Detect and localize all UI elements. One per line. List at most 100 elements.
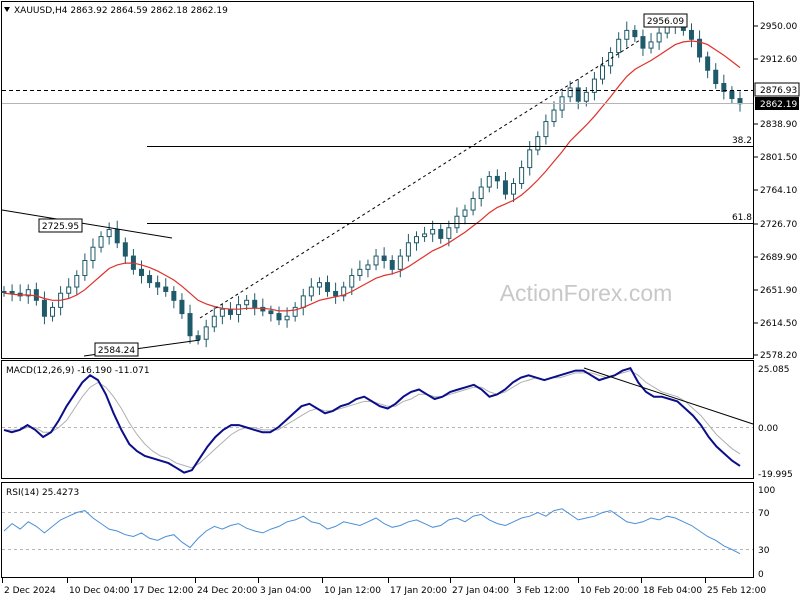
x-tick-label: 10 Jan 12:00 [324, 586, 381, 596]
x-tick-label: 10 Dec 04:00 [69, 586, 130, 596]
candle-body [155, 282, 161, 288]
candle-body [697, 38, 703, 58]
candle-body [527, 149, 533, 169]
candle-body [211, 315, 217, 328]
x-tick-label: 27 Jan 04:00 [452, 586, 509, 596]
ytick-2912: 2912.60 [754, 55, 797, 65]
annotation-2725: 2725.95 [42, 222, 79, 232]
x-tick-label: 25 Feb 12:00 [707, 586, 766, 596]
watermark: ActionForex.com [500, 280, 673, 306]
candle-body [567, 87, 573, 98]
candle-body [446, 227, 452, 239]
candle-body [688, 29, 694, 40]
rsi-ytick-label: 30 [758, 546, 770, 556]
annotation-high: 2956.09 [647, 17, 684, 27]
macd-signal-polyline [4, 370, 741, 469]
ma-polyline [3, 40, 741, 312]
ytick-label: 2578.20 [760, 351, 797, 361]
candle-body [268, 310, 274, 315]
candle-body [413, 236, 419, 244]
candle-body [316, 282, 322, 288]
fib-label-61: 61.8 [732, 213, 752, 223]
ytick-label: 2838.90 [760, 120, 797, 130]
price-candles [1, 15, 743, 348]
annotation-2725-box [38, 218, 83, 233]
x-tick-label: 18 Feb 04:00 [643, 586, 702, 596]
macd-ytick-label: 25.085 [758, 365, 790, 375]
price-lines [1, 39, 753, 357]
macd-panel-frame [1, 360, 754, 479]
macd-title: MACD(12,26,9) -16.190 -11.071 [6, 366, 150, 376]
candle-body [438, 229, 444, 239]
candle-body [325, 282, 331, 292]
candle-body [535, 136, 541, 151]
trendline-channel-dashed [199, 39, 641, 319]
candle-body [244, 299, 250, 306]
trendline-upper-left [1, 209, 173, 239]
candle-body [519, 167, 525, 185]
rsi-ytick-label: 100 [758, 486, 775, 496]
candle-body [430, 229, 436, 235]
candle-body [422, 233, 428, 238]
ytick-label: 2950.00 [760, 22, 797, 32]
ytick-label: 2651.90 [760, 286, 797, 296]
rsi-title: RSI(14) 25.4273 [6, 488, 79, 498]
annotation-low: 2584.24 [98, 346, 135, 356]
collapse-arrow-icon[interactable] [4, 7, 10, 12]
candle-body [737, 98, 743, 105]
candle-body [25, 289, 31, 297]
ytick-label: 2726.70 [760, 220, 797, 230]
candle-body [252, 299, 258, 308]
macd-trendline [583, 367, 754, 425]
candle-body [705, 56, 711, 71]
candle-body [373, 255, 379, 266]
candle-body [405, 242, 411, 257]
ytick-2801: 2801.50 [754, 153, 797, 163]
candle-body [98, 236, 104, 248]
x-tick-label: 3 Feb 12:00 [516, 586, 570, 596]
ytick-label: 2876.93 [760, 86, 797, 96]
macd-ytick-label: 0.00 [758, 424, 778, 434]
x-axis: 2 Dec 2024 10 Dec 04:00 17 Dec 12:00 24 Dec… [2, 578, 766, 596]
candle-body [308, 286, 314, 297]
ytick-current-label: 2862.19 [755, 97, 799, 110]
candle-body [284, 315, 290, 321]
fib-label-38: 38.2 [732, 136, 752, 146]
ytick-label: 2689.90 [760, 253, 797, 263]
x-tick-label: 24 Dec 20:00 [197, 586, 258, 596]
candle-body [333, 290, 339, 297]
candle-body [163, 286, 169, 292]
candle-body [219, 308, 225, 317]
candle-body [494, 175, 500, 182]
macd-ytick-label: -19.995 [758, 470, 793, 480]
candle-body [462, 209, 468, 217]
candle-body [74, 275, 80, 288]
candle-body [389, 259, 395, 270]
candle-body [608, 52, 614, 67]
ytick-label: 2801.50 [760, 153, 797, 163]
ytick-label: 2764.10 [760, 186, 797, 196]
ytick-label: 2912.60 [760, 55, 797, 65]
candle-body [713, 69, 719, 85]
candle-body [187, 313, 193, 337]
price-title: XAUUSD,H4 2863.92 2864.59 2862.18 2862.1… [14, 6, 228, 16]
ytick-2764: 2764.10 [754, 186, 797, 196]
candle-body [583, 91, 589, 102]
ytick-2876-label: 2876.93 [754, 82, 800, 97]
candle-body [543, 121, 549, 138]
candle-body [616, 38, 622, 54]
candle-body [632, 29, 638, 38]
candle-body [502, 180, 508, 195]
ytick-2614: 2614.50 [754, 319, 797, 329]
candle-body [203, 326, 209, 340]
ytick-2689: 2689.90 [754, 253, 797, 263]
candle-body [478, 186, 484, 200]
macd-y-axis: 25.085 0.00 -19.995 [758, 365, 793, 480]
macd-signal-line [4, 370, 741, 469]
candle-body [50, 306, 56, 317]
ytick-2578: 2578.20 [754, 351, 797, 361]
candle-body [656, 32, 662, 43]
annotation-low-box [94, 342, 139, 357]
candle-body [276, 313, 282, 321]
